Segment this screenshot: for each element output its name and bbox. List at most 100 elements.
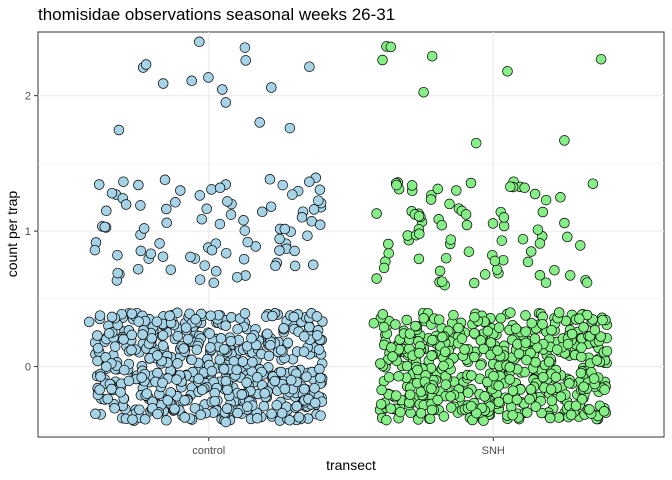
data-point (265, 201, 277, 212)
data-point (193, 373, 204, 385)
data-point (463, 246, 475, 257)
data-point (284, 414, 295, 426)
data-point (304, 61, 315, 72)
data-point (386, 342, 397, 353)
data-point (406, 180, 418, 191)
x-tick-label-control: control (192, 445, 225, 457)
data-point (152, 350, 163, 361)
data-point (178, 343, 189, 354)
data-point (209, 395, 220, 407)
data-point (208, 277, 220, 289)
data-point (424, 413, 436, 424)
data-point (404, 389, 416, 400)
series-control (83, 36, 328, 428)
data-point (368, 317, 380, 329)
data-point (448, 309, 459, 321)
data-point (498, 212, 510, 223)
data-point (311, 311, 323, 322)
data-point (203, 72, 214, 83)
data-point (468, 277, 480, 289)
data-point (591, 355, 603, 366)
data-point (99, 221, 111, 233)
data-point (459, 344, 470, 355)
data-point (395, 406, 406, 418)
data-point (239, 42, 251, 53)
data-point (529, 188, 541, 200)
data-point (126, 308, 138, 319)
data-point (589, 324, 601, 336)
data-point (598, 406, 610, 417)
data-point (432, 183, 444, 195)
data-point (453, 322, 464, 334)
data-point (511, 394, 523, 405)
data-point (238, 253, 250, 265)
data-point (186, 354, 197, 366)
data-point (314, 184, 326, 196)
data-point (221, 403, 233, 414)
data-points (83, 36, 613, 428)
data-point (479, 391, 490, 402)
data-point (180, 322, 192, 333)
data-point (391, 179, 402, 191)
data-point (540, 194, 552, 206)
data-point (232, 323, 243, 335)
data-point (284, 122, 296, 134)
data-point (413, 253, 425, 265)
data-point (426, 404, 438, 416)
y-tick-label: 2 (25, 91, 31, 103)
data-point (524, 393, 535, 405)
data-point (109, 341, 121, 352)
data-point (510, 323, 522, 334)
data-point (152, 367, 163, 379)
data-point (434, 265, 446, 277)
data-point (296, 212, 308, 223)
data-point (189, 402, 201, 414)
data-point (186, 75, 197, 87)
data-point (555, 192, 566, 203)
data-point (427, 334, 438, 346)
chart-title: thomisidae observations seasonal weeks 2… (38, 5, 395, 24)
data-point (112, 267, 123, 279)
data-point (378, 321, 390, 333)
data-point (383, 238, 394, 250)
data-point (278, 323, 289, 334)
data-point (526, 317, 537, 329)
data-point (157, 78, 169, 89)
data-point (520, 337, 532, 349)
data-point (530, 356, 541, 368)
data-point (576, 394, 588, 405)
data-point (488, 370, 499, 382)
data-point (154, 238, 165, 249)
data-point (190, 314, 201, 325)
data-point (135, 200, 146, 211)
data-point (269, 375, 281, 387)
data-point (191, 344, 203, 355)
data-point (559, 135, 570, 146)
data-point (521, 354, 532, 366)
data-point (157, 251, 169, 262)
data-point (218, 343, 230, 355)
data-point (487, 218, 499, 229)
y-tick-label: 0 (25, 362, 31, 374)
data-point (456, 333, 468, 344)
data-point (161, 217, 172, 229)
data-point (532, 224, 544, 235)
data-point (282, 337, 294, 349)
data-point (231, 364, 242, 376)
data-point (214, 354, 225, 365)
data-point (534, 238, 546, 249)
data-point (279, 383, 291, 395)
data-point (413, 210, 425, 222)
data-point (265, 339, 276, 351)
data-point (214, 218, 226, 230)
x-tick-label-snh: SNH (482, 445, 505, 457)
data-point (378, 262, 390, 274)
data-point (106, 383, 117, 395)
data-point (584, 404, 595, 415)
data-point (90, 408, 101, 420)
data-point (385, 403, 397, 414)
data-point (438, 360, 449, 372)
data-point (478, 343, 489, 355)
data-point (92, 342, 104, 354)
data-point (375, 398, 387, 410)
